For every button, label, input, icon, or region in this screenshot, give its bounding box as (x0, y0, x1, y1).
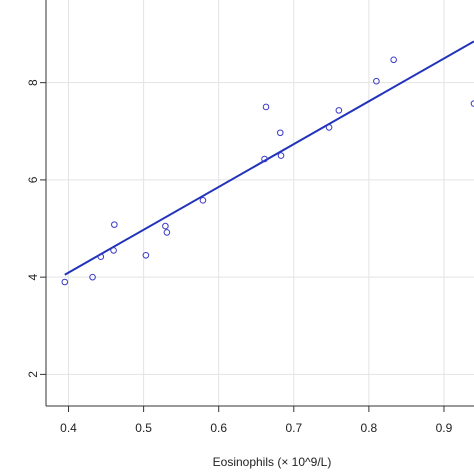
x-tick-label: 0.6 (210, 421, 227, 435)
y-tick-label: 8 (26, 79, 40, 86)
x-tick-label: 0.8 (361, 421, 378, 435)
data-point (199, 197, 207, 204)
data-point (163, 229, 171, 236)
data-point (470, 100, 474, 107)
x-tick-label: 0.7 (285, 421, 302, 435)
data-point (89, 273, 96, 281)
data-point (276, 129, 284, 137)
data-point (262, 103, 270, 111)
data-point (111, 221, 118, 228)
data-point (142, 251, 150, 259)
data-point (277, 152, 285, 159)
y-tick-label: 4 (26, 273, 40, 280)
y-tick-label: 2 (26, 371, 40, 378)
regression-line (64, 40, 474, 276)
x-tick-label: 0.5 (135, 421, 152, 435)
x-tick-label: 0.9 (436, 421, 453, 435)
data-point (373, 77, 380, 85)
data-point (162, 222, 169, 230)
x-axis-title: Eosinophils (× 10^9/L) (213, 455, 332, 469)
x-tick-label: 0.4 (60, 421, 77, 435)
x-axis-ticks: 0.4 0.5 0.6 0.7 0.8 0.9 (60, 406, 453, 435)
data-point (61, 278, 69, 286)
data-point (261, 155, 268, 163)
data-point (390, 56, 397, 64)
y-tick-label: 6 (26, 176, 40, 183)
y-axis-ticks: 2 4 6 8 (26, 79, 46, 378)
data-point (97, 253, 105, 261)
data-point (110, 247, 117, 254)
regression-line-group (64, 40, 474, 276)
data-point (325, 124, 333, 131)
axes (45, 0, 474, 407)
data-points (61, 56, 474, 286)
data-point (335, 107, 343, 114)
x-gridlines (68, 0, 445, 406)
